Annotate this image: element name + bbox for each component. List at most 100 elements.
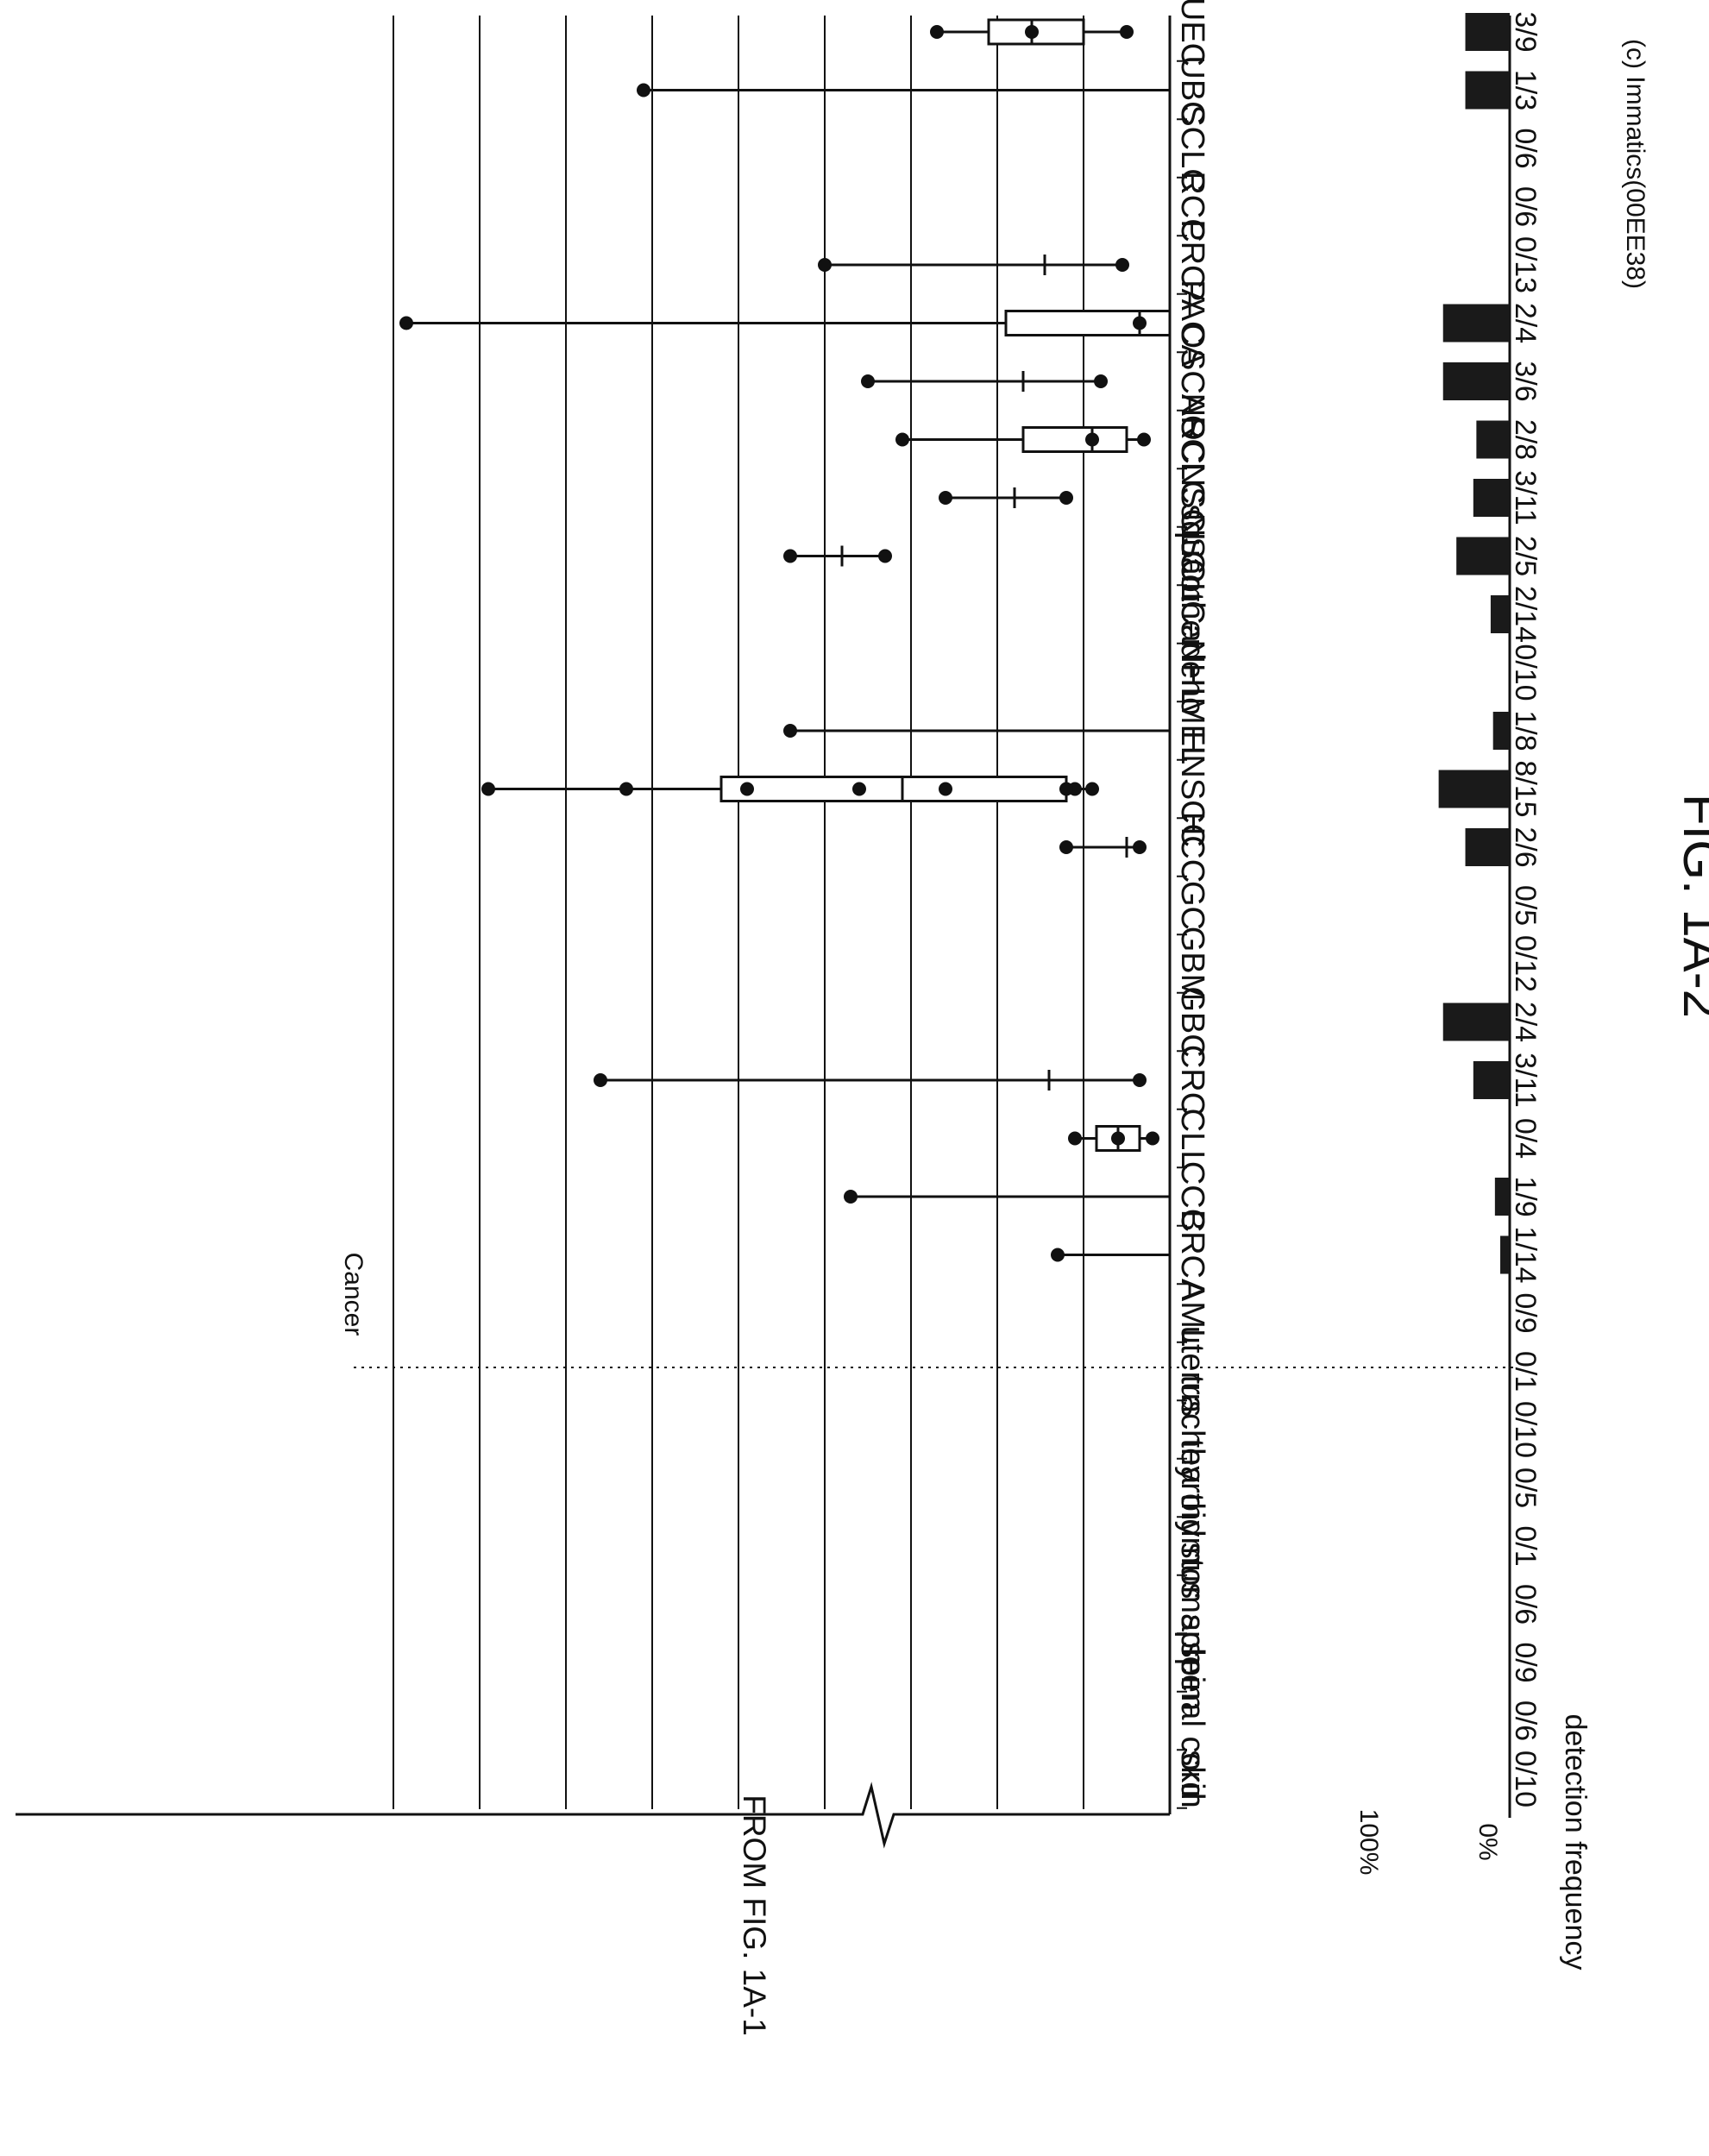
frequency-tick-label: 0% [1473,1823,1502,1860]
category-label: RCC [1174,171,1210,242]
series-mark-cll [1068,1125,1159,1152]
data-point [1133,316,1147,330]
data-point [878,549,892,563]
data-point [1133,1073,1147,1087]
series-mark-hcc [1059,837,1147,858]
series-mark-paca [399,310,1172,336]
data-point [818,258,832,272]
data-point [1059,782,1073,796]
category-label: GBC [1174,986,1210,1057]
data-point [481,782,495,796]
data-point [1146,1131,1159,1146]
data-point [1137,432,1151,447]
detection-fraction-label: 8/15 [1509,760,1542,817]
data-point [594,1073,607,1087]
figure-caption: FIG. 1A-2 [1673,794,1709,1018]
cancer-divider-label: Cancer [339,1253,368,1336]
category-label: GBM [1174,927,1210,1002]
data-point [1051,1248,1065,1262]
series-mark-brca [1051,1248,1170,1262]
copyright-note: (c) Immatics(00EE38) [1621,39,1649,289]
frequency-axis-title: detection frequency [1559,1714,1592,1971]
category-label: PRCA [1174,219,1210,311]
frequency-bar [1465,71,1510,110]
frequency-bar [1500,1235,1510,1274]
category-label: skin [1174,1750,1210,1808]
plot-gridlines [393,16,1084,1809]
frequency-bar [1490,595,1510,633]
detection-fraction-label: 1/3 [1509,70,1542,110]
frequency-bar [1473,479,1510,517]
frequency-bar [1442,362,1510,400]
box-iqr [719,776,1068,802]
series-mark-oscar [861,371,1108,392]
category-label: uterus [1174,1326,1210,1417]
category-label: spinal cord [1174,1642,1210,1801]
frequency-bar [1494,1178,1510,1216]
detection-fraction-label: 0/12 [1509,935,1542,992]
series-mark-ccc [844,1190,1170,1204]
detection-fraction-label: 2/4 [1509,303,1542,343]
data-point [895,432,909,447]
category-label: CLL [1174,1109,1210,1169]
data-point [637,83,650,97]
category-label: GC [1174,881,1210,930]
series-mark-crc [594,1070,1147,1091]
data-point [1111,1131,1125,1146]
data-point [852,782,866,796]
category-label: NSCLCadeno [1174,513,1210,715]
category-label: HNSCC [1174,731,1210,847]
data-point [1059,491,1073,505]
category-label: spleen [1174,1614,1210,1711]
category-label: CRC [1174,1045,1210,1116]
category-label: stomach [1174,1543,1210,1667]
data-point [783,549,797,563]
frequency-bar [1465,828,1510,866]
detection-fraction-label: 0/9 [1509,1292,1542,1333]
data-point [1133,840,1147,854]
frequency-bar [1438,770,1510,808]
frequency-bar [1442,304,1510,343]
frequency-bar [1465,13,1510,51]
data-point [1025,25,1039,39]
detection-fraction-label: 0/10 [1509,644,1542,701]
data-point [619,782,633,796]
detection-fraction-label: 0/6 [1509,128,1542,168]
series-mark-nsclcother [783,545,892,567]
category-label: UEC [1174,0,1210,66]
data-point [1059,840,1073,854]
data-point [399,316,413,330]
series-mark-oc [895,426,1151,453]
detection-fraction-label: 0/10 [1509,1751,1542,1807]
data-point [1094,374,1108,388]
series-mark-prca [818,255,1129,275]
series-mark-mel [783,724,1170,738]
detection-fraction-label: 0/6 [1509,186,1542,227]
frequency-bar [1473,1061,1510,1099]
detection-fraction-label: 3/9 [1509,11,1542,52]
detection-fraction-label: 2/14 [1509,586,1542,643]
data-point [783,724,797,738]
data-point [844,1190,858,1204]
frequency-bar [1492,712,1510,750]
category-label: AML [1174,1279,1210,1347]
box-iqr [1021,426,1128,453]
detection-fraction-label: 0/5 [1509,1468,1542,1508]
detection-fraction-label: 3/11 [1509,470,1542,525]
category-label: thyroid [1174,1438,1210,1537]
series-mark-ubc [637,83,1170,97]
detection-fraction-label: 2/5 [1509,536,1542,576]
category-label: OSCAR [1174,323,1210,439]
detection-fraction-label: 0/4 [1509,1118,1542,1159]
detection-fraction-label: 0/1 [1509,1351,1542,1392]
detection-fraction-label: 0/5 [1509,885,1542,926]
category-label: UBC [1174,55,1210,124]
data-point [740,782,754,796]
detection-fraction-label: 0/13 [1509,236,1542,293]
detection-fraction-label: 0/1 [1509,1525,1542,1566]
category-label: NSCLCother [1174,463,1210,650]
data-point [1085,432,1099,447]
detection-fraction-label: 2/4 [1509,1002,1542,1042]
